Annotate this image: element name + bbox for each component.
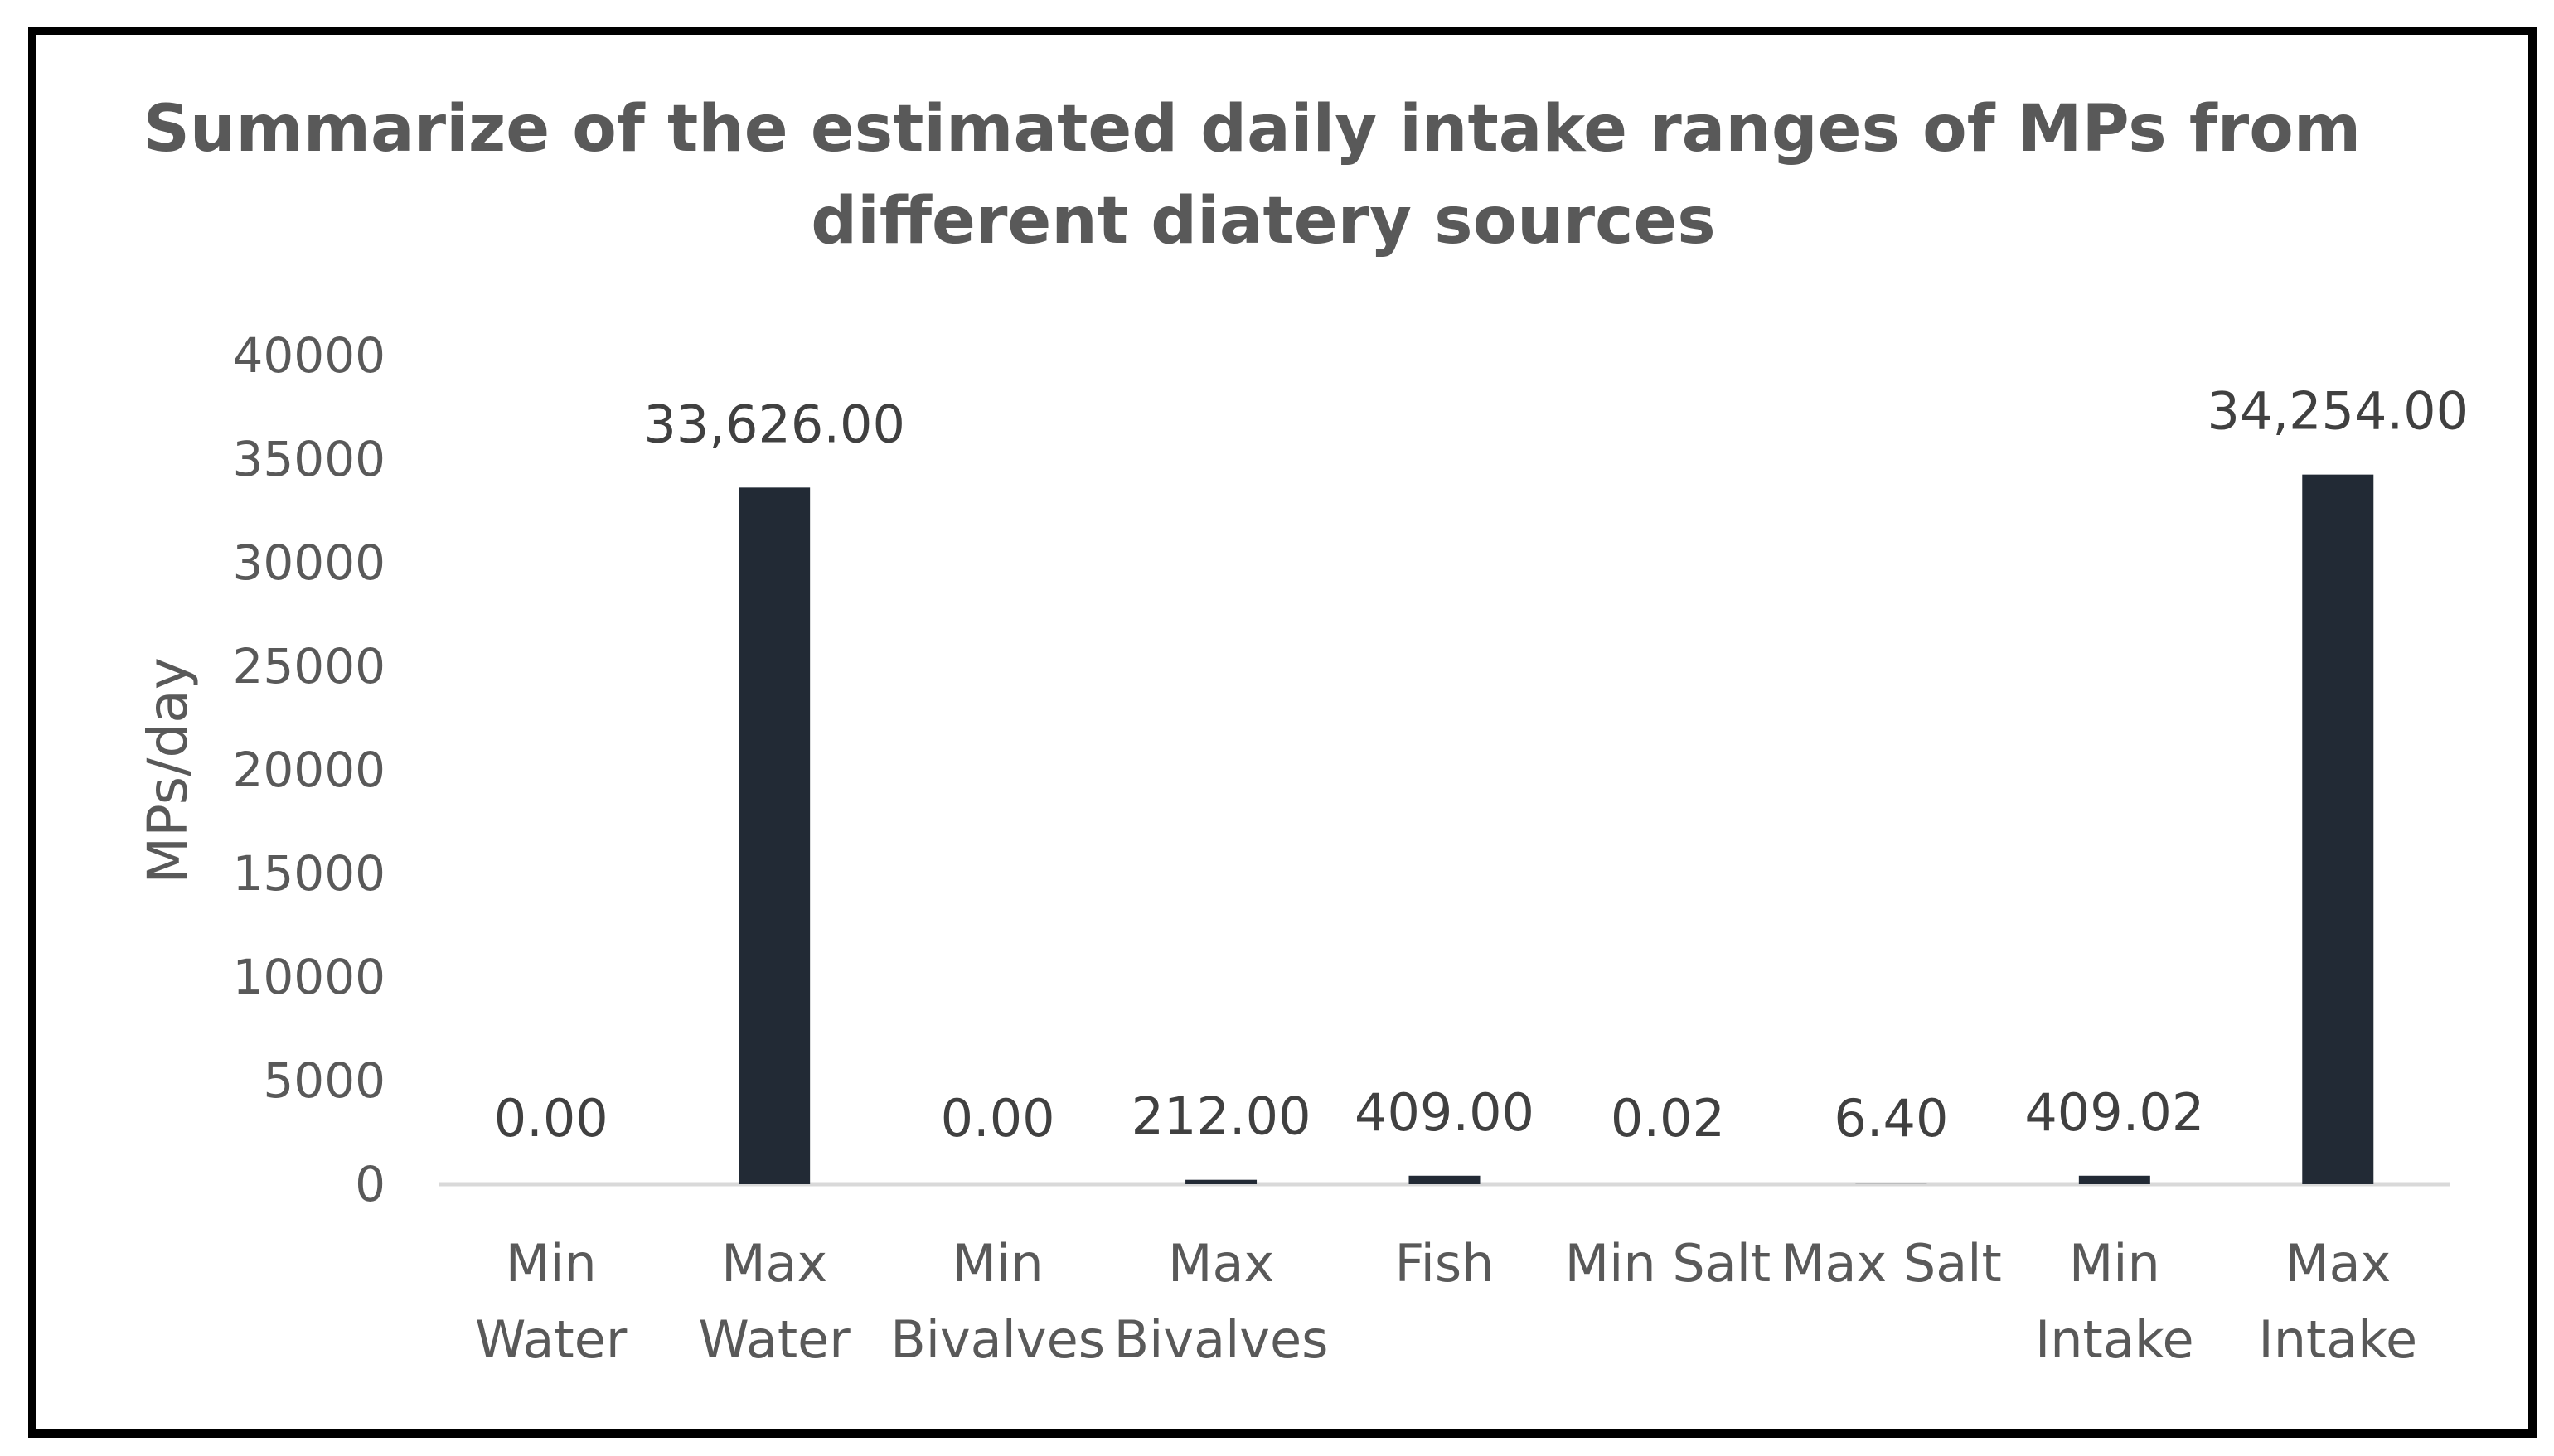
- y-tick-label: 30000: [232, 535, 385, 591]
- bar: [739, 487, 811, 1184]
- y-tick-label: 20000: [232, 742, 385, 798]
- x-tick-label: Max Water: [699, 1233, 851, 1370]
- data-label: 0.02: [1611, 1088, 1725, 1149]
- chart-title-line-1: Summarize of the estimated daily intake …: [143, 92, 2361, 167]
- x-tick-label: Fish: [1395, 1233, 1495, 1294]
- y-axis-ticks: 0 5000 10000 15000 20000 25000 30000 35000 40000: [232, 327, 385, 1212]
- bar: [2302, 474, 2374, 1184]
- y-tick-label: 0: [355, 1156, 385, 1212]
- chart-frame: [28, 27, 2537, 1438]
- data-label: 0.00: [494, 1088, 608, 1149]
- bar: [1185, 1179, 1258, 1184]
- data-label: 34,254.00: [2207, 381, 2469, 442]
- y-tick-label: 35000: [232, 431, 385, 487]
- data-label: 6.40: [1834, 1088, 1948, 1149]
- x-tick-label: Min Intake: [2035, 1233, 2194, 1370]
- x-tick-label: Min Water: [475, 1233, 628, 1370]
- data-labels-group: 0.00 33,626.00 0.00 212.00 409.00 0.02 6.40 409…: [494, 381, 2469, 1149]
- y-tick-label: 25000: [232, 638, 385, 694]
- chart-title: Summarize of the estimated daily intake …: [143, 92, 2384, 259]
- data-label: 0.00: [941, 1088, 1055, 1149]
- x-tick-label: Min Bivalves: [890, 1233, 1105, 1370]
- data-label: 212.00: [1132, 1086, 1311, 1147]
- y-tick-label: 5000: [263, 1052, 385, 1109]
- chart-title-line-2: different diatery sources: [811, 184, 1715, 259]
- x-tick-label: Max Bivalves: [1114, 1233, 1329, 1370]
- y-axis-title: MPs/day: [136, 657, 200, 884]
- x-tick-label: Max Salt: [1781, 1233, 2002, 1294]
- y-tick-label: 10000: [232, 949, 385, 1005]
- data-label: 409.02: [2024, 1082, 2204, 1143]
- x-tick-label: Min Salt: [1565, 1233, 1771, 1294]
- y-tick-label: 15000: [232, 845, 385, 902]
- bar: [1408, 1175, 1481, 1184]
- y-tick-label: 40000: [232, 327, 385, 384]
- data-label: 33,626.00: [643, 394, 905, 454]
- data-label: 409.00: [1355, 1082, 1534, 1143]
- bars-group: [739, 474, 2374, 1184]
- bar: [2078, 1175, 2150, 1184]
- x-tick-label: Max Intake: [2258, 1233, 2417, 1370]
